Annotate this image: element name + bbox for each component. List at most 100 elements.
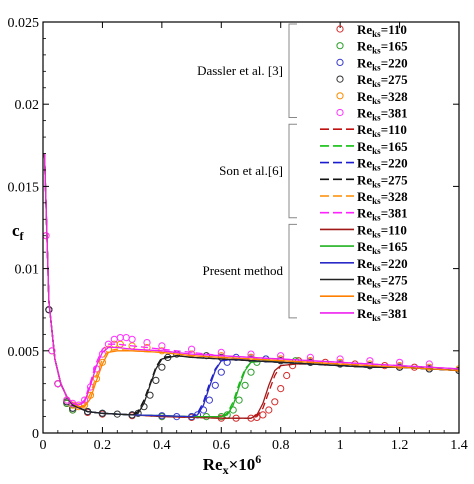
legend-bracket — [288, 23, 297, 118]
data-point — [158, 363, 166, 371]
legend-label-main: Re — [357, 172, 372, 187]
data-point — [143, 339, 151, 347]
legend-label-main: Re — [357, 106, 372, 121]
legend-label: Reks=165 — [357, 239, 408, 256]
legend-label: Reks=381 — [357, 106, 408, 123]
legend-label-sub: ks — [372, 246, 381, 256]
data-point — [277, 385, 285, 393]
legend-label-sub: ks — [372, 96, 381, 106]
legend-label-main: Re — [357, 22, 372, 37]
data-point — [81, 396, 89, 404]
legend-label: Reks=275 — [357, 172, 408, 189]
data-point — [122, 334, 130, 342]
legend-label-sub: ks — [372, 229, 381, 239]
legend-label: Reks=220 — [357, 156, 408, 173]
legend-label-value: =220 — [381, 156, 408, 171]
legend-label-main: Re — [357, 206, 372, 221]
legend-label-sub: ks — [372, 113, 381, 123]
y-axis-title: cf — [12, 221, 25, 243]
data-point — [43, 232, 50, 240]
x-tick-label: 1.2 — [391, 438, 409, 453]
legend-label-main: Re — [357, 273, 372, 288]
x-tick-label: 0 — [40, 438, 47, 453]
legend-label-value: =381 — [381, 306, 408, 321]
data-point — [271, 398, 279, 406]
legend-label-main: Re — [357, 89, 372, 104]
data-point — [158, 342, 166, 350]
legend-label-sub: ks — [372, 163, 381, 173]
legend-label-main: Re — [357, 189, 372, 204]
legend-label-sub: ks — [372, 313, 381, 323]
legend-label-value: =220 — [381, 256, 408, 271]
legend-label-main: Re — [357, 256, 372, 271]
legend-label-main: Re — [357, 55, 372, 70]
legend-label-main: Re — [357, 289, 372, 304]
legend-marker — [336, 25, 344, 33]
legend-label-value: =381 — [381, 206, 408, 221]
legend-label-sub: ks — [372, 79, 381, 89]
legend-label-value: =165 — [381, 139, 408, 154]
y-tick-label: 0.025 — [8, 16, 40, 31]
legend-marker — [336, 42, 344, 50]
x-tick-label: 0.2 — [94, 438, 112, 453]
data-point — [265, 406, 273, 414]
data-point — [211, 381, 219, 389]
legend-label-main: Re — [357, 39, 372, 54]
legend-label-sub: ks — [372, 296, 381, 306]
series-markers-g0-s1 — [45, 306, 459, 421]
series-line-g2-s5 — [43, 153, 459, 406]
data-point — [217, 368, 225, 376]
x-tick-label: 0.4 — [153, 438, 171, 453]
y-tick-label: 0 — [32, 427, 39, 442]
legend-label-value: =110 — [381, 22, 407, 37]
data-point — [410, 363, 418, 371]
x-axis-title: Rex×106 — [203, 452, 262, 477]
legend-label-value: =165 — [381, 39, 408, 54]
legend-label-main: Re — [357, 222, 372, 237]
legend-label: Reks=381 — [357, 206, 408, 223]
legend-label-sub: ks — [372, 196, 381, 206]
legend-label: Reks=110 — [357, 122, 407, 139]
legend-label: Reks=165 — [357, 139, 408, 156]
legend-label: Reks=110 — [357, 222, 407, 239]
data-point — [241, 381, 249, 389]
legend-label: Reks=328 — [357, 89, 408, 106]
legend-label: Reks=275 — [357, 273, 408, 290]
legend-label-value: =110 — [381, 122, 407, 137]
legend-label-main: Re — [357, 306, 372, 321]
legend-label-main: Re — [357, 239, 372, 254]
legend-label: Reks=328 — [357, 189, 408, 206]
legend-group-label: Son et al.[6] — [219, 163, 283, 178]
legend-label-main: Re — [357, 72, 372, 87]
legend-label-sub: ks — [372, 280, 381, 290]
legend-bracket — [288, 223, 297, 319]
legend-label: Reks=381 — [357, 306, 408, 323]
legend-label-value: =381 — [381, 106, 408, 121]
legend-label-value: =275 — [381, 72, 408, 87]
x-tick-label: 1.4 — [450, 438, 468, 453]
legend-label-main: Re — [357, 122, 372, 137]
data-point — [259, 411, 267, 419]
legend-label: Reks=220 — [357, 55, 408, 72]
legend-label-sub: ks — [372, 29, 381, 39]
legend-label-sub: ks — [372, 213, 381, 223]
legend-label-main: Re — [357, 139, 372, 154]
legend-label-value: =275 — [381, 172, 408, 187]
data-point — [205, 396, 213, 404]
legend-label-sub: ks — [372, 263, 381, 273]
legend-label-sub: ks — [372, 146, 381, 156]
legend-label-value: =328 — [381, 89, 408, 104]
x-axis-title-sup: 6 — [255, 452, 261, 466]
data-point — [247, 368, 255, 376]
legend-marker — [336, 58, 344, 67]
legend-label: Reks=328 — [357, 289, 408, 306]
legend-label-value: =328 — [381, 289, 408, 304]
legend-label: Reks=110 — [357, 22, 407, 39]
legend-label: Reks=165 — [357, 39, 408, 56]
y-tick-label: 0.015 — [8, 180, 40, 195]
y-tick-label: 0.01 — [15, 263, 40, 278]
x-axis-title-tail: ×10 — [229, 455, 256, 474]
data-point — [283, 371, 291, 380]
x-axis-title-main: Re — [203, 455, 223, 474]
